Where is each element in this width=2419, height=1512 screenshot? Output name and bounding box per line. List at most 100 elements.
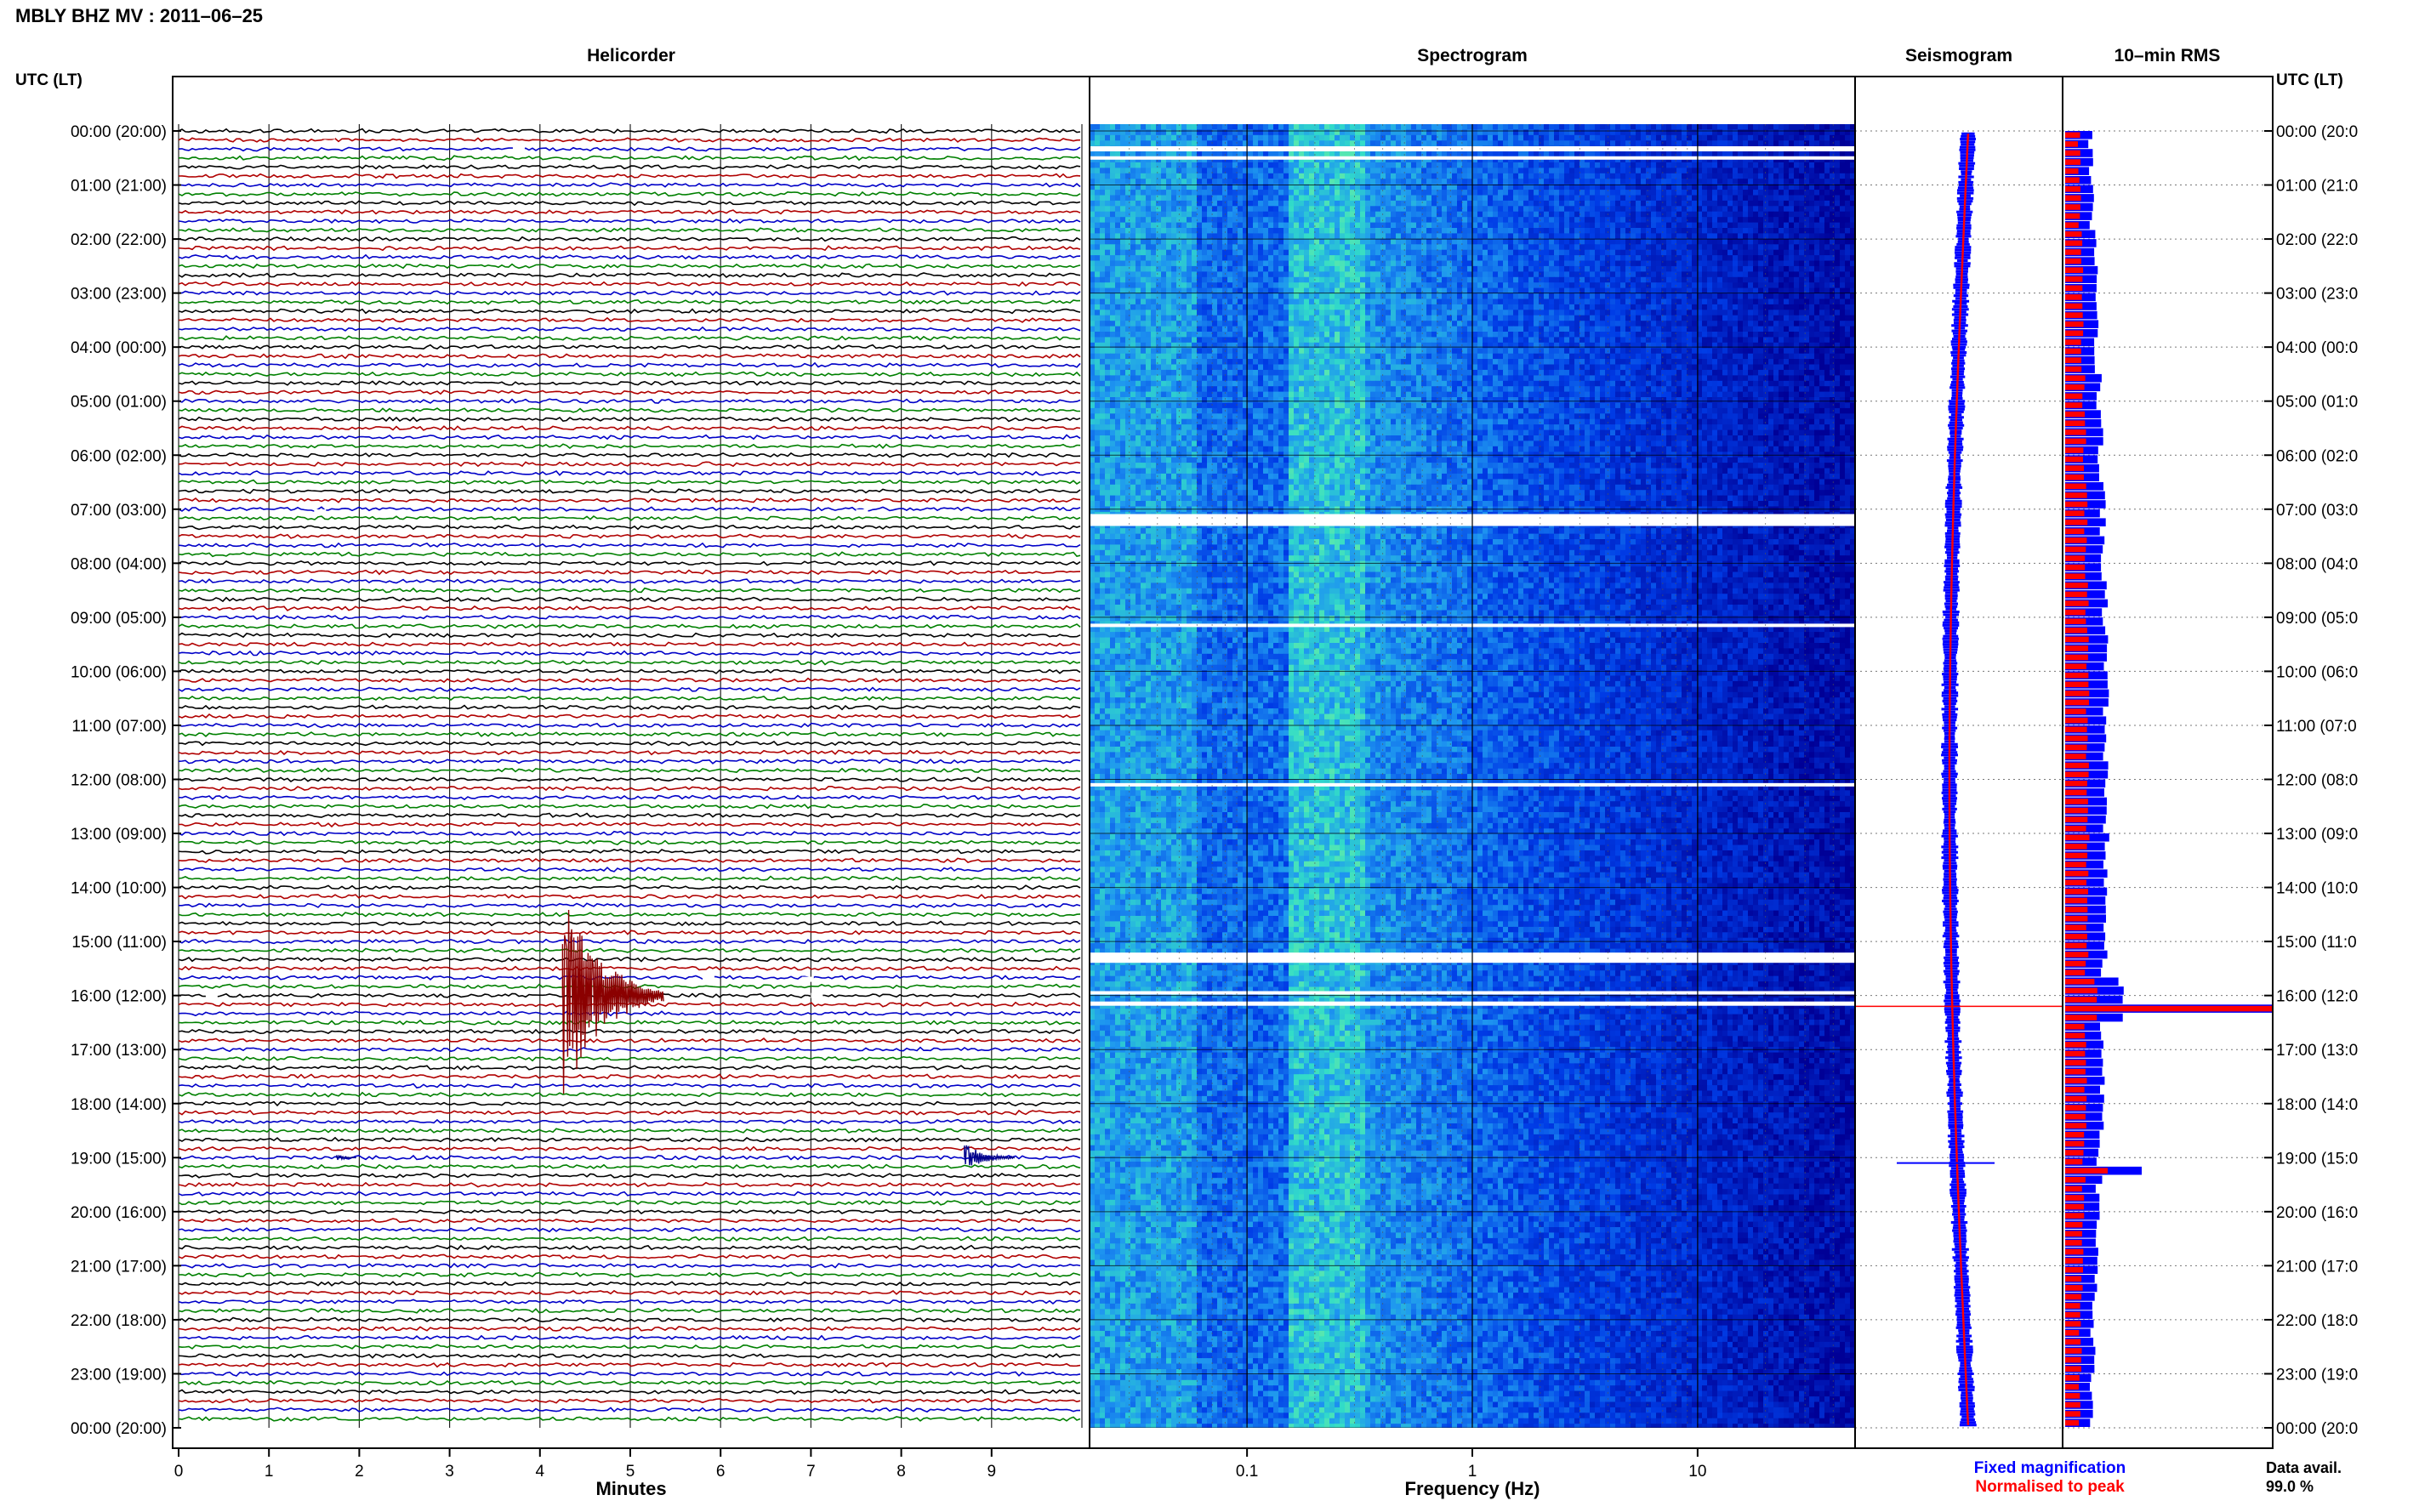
helicorder-trace bbox=[179, 1336, 1080, 1340]
helicorder-trace bbox=[179, 1291, 1080, 1295]
rms-bar-normalised bbox=[2065, 1366, 2081, 1372]
rms-bar-normalised bbox=[2065, 1240, 2082, 1246]
hour-label-right: 18:00 (14:0 bbox=[2276, 1096, 2358, 1114]
helicorder-trace bbox=[179, 724, 1080, 728]
rms-bar-normalised bbox=[2065, 871, 2088, 877]
helicorder-trace bbox=[179, 1399, 1080, 1403]
rms-bar-normalised bbox=[2065, 618, 2086, 624]
helicorder-trace bbox=[179, 1254, 1080, 1259]
rms-bar-normalised bbox=[2065, 1375, 2080, 1381]
rms-bar-normalised bbox=[2065, 429, 2086, 435]
hour-label-right: 01:00 (21:0 bbox=[2276, 178, 2358, 196]
freq-tick-label: 0.1 bbox=[1236, 1463, 1258, 1481]
helicorder-trace bbox=[179, 138, 1080, 142]
rms-bar-normalised bbox=[2065, 547, 2086, 553]
helicorder-trace bbox=[179, 912, 1080, 917]
helicorder-trace bbox=[179, 877, 1080, 881]
helicorder-trace bbox=[179, 688, 1080, 692]
rms-bar-normalised bbox=[2065, 1033, 2085, 1039]
hour-label-right: 07:00 (03:0 bbox=[2276, 502, 2358, 520]
rms-bar-normalised bbox=[2065, 1321, 2080, 1327]
hour-label-left: 11:00 (07:00) bbox=[71, 718, 167, 736]
rms-bar-normalised bbox=[2065, 565, 2085, 571]
rms-bar-normalised bbox=[2065, 213, 2080, 219]
rms-bar-normalised bbox=[2065, 1168, 2108, 1174]
rms-bar-normalised bbox=[2065, 1114, 2086, 1120]
helicorder-trace bbox=[179, 543, 1080, 548]
utc-label-left: UTC (LT) bbox=[15, 71, 83, 89]
helicorder-trace bbox=[179, 310, 1080, 314]
rms-bar-normalised bbox=[2065, 484, 2086, 490]
hour-label-right: 06:00 (02:0 bbox=[2276, 447, 2358, 465]
helicorder-trace bbox=[179, 1075, 1080, 1079]
utc-label-right: UTC (LT) bbox=[2276, 71, 2343, 89]
rms-bar-normalised bbox=[2065, 610, 2086, 616]
helicorder-trace bbox=[179, 1219, 1080, 1223]
chart-title: MBLY BHZ MV : 2011–06–25 bbox=[15, 5, 263, 26]
hour-label-right: 00:00 (20:0 bbox=[2276, 1420, 2358, 1438]
rms-bar-normalised bbox=[2065, 555, 2085, 561]
rms-bar-normalised bbox=[2065, 1222, 2082, 1228]
helicorder-trace bbox=[179, 1101, 1080, 1106]
rms-bar-normalised bbox=[2065, 447, 2083, 453]
rms-bar-normalised bbox=[2065, 312, 2083, 318]
helicorder-trace bbox=[179, 453, 1080, 458]
helicorder-trace bbox=[179, 390, 1080, 395]
helicorder-trace bbox=[179, 742, 1080, 746]
hour-labels-left: 00:00 (20:00)01:00 (21:00)02:00 (22:00)0… bbox=[71, 123, 181, 1438]
rms-bar-normalised bbox=[2065, 1384, 2079, 1390]
helicorder-trace bbox=[179, 516, 1080, 520]
rms-bar-normalised bbox=[2065, 1393, 2080, 1399]
helicorder-trace bbox=[179, 1282, 1080, 1286]
hour-label-left: 15:00 (11:00) bbox=[71, 934, 167, 952]
helicorder-trace bbox=[179, 579, 1080, 583]
rms-bar-normalised bbox=[2065, 520, 2087, 526]
hour-label-left: 04:00 (00:00) bbox=[71, 339, 167, 357]
seismogram-panel bbox=[1855, 131, 2063, 1428]
rms-bar-normalised bbox=[2065, 816, 2087, 822]
helicorder-trace bbox=[179, 354, 1080, 358]
rms-panel bbox=[2063, 131, 2274, 1428]
rms-bar-normalised bbox=[2065, 465, 2084, 471]
rms-bar-normalised bbox=[2065, 1087, 2085, 1093]
rms-bar-normalised bbox=[2065, 1357, 2081, 1363]
hour-label-left: 16:00 (12:00) bbox=[71, 988, 167, 1006]
helicorder-trace bbox=[179, 1228, 1080, 1232]
rms-bar-normalised bbox=[2065, 826, 2086, 832]
seismogram-title: Seismogram bbox=[1905, 46, 2012, 65]
rms-bar-normalised bbox=[2065, 907, 2087, 912]
hour-label-right: 16:00 (12:0 bbox=[2276, 988, 2358, 1006]
helicorder-trace bbox=[179, 363, 1080, 367]
helicorder-trace bbox=[179, 885, 1080, 890]
helicorder-trace bbox=[179, 219, 1080, 224]
rms-bar-normalised bbox=[2065, 898, 2087, 904]
rms-bar-normalised bbox=[2065, 1402, 2080, 1408]
rms-bar-normalised bbox=[2065, 1330, 2079, 1336]
hour-label-left: 19:00 (15:00) bbox=[71, 1150, 167, 1168]
helicorder-trace bbox=[179, 336, 1080, 340]
rms-bar-normalised bbox=[2065, 241, 2082, 247]
helicorder-trace bbox=[179, 661, 1080, 665]
helicorder-trace bbox=[179, 1156, 1080, 1160]
rms-bar-normalised bbox=[2065, 1195, 2084, 1201]
hour-labels-right: 00:00 (20:001:00 (21:002:00 (22:003:00 (… bbox=[2264, 123, 2358, 1438]
helicorder-trace bbox=[179, 571, 1080, 575]
hour-label-left: 18:00 (14:00) bbox=[71, 1096, 167, 1114]
helicorder-trace bbox=[179, 418, 1080, 422]
helicorder-trace bbox=[179, 1372, 1080, 1376]
helicorder-trace bbox=[179, 165, 1080, 169]
rms-bar-normalised bbox=[2065, 1348, 2082, 1354]
helicorder-trace bbox=[179, 768, 1080, 772]
rms-bar-normalised bbox=[2065, 186, 2080, 192]
spectrogram-panel bbox=[1090, 77, 1856, 1448]
hour-label-left: 07:00 (03:00) bbox=[71, 502, 167, 520]
minute-tick-label: 1 bbox=[265, 1463, 274, 1481]
helicorder-trace bbox=[179, 507, 1080, 511]
rms-bar-normalised bbox=[2065, 1042, 2086, 1048]
rms-bar-normalised bbox=[2065, 573, 2086, 579]
hour-label-right: 17:00 (13:0 bbox=[2276, 1042, 2358, 1060]
helicorder-trace bbox=[179, 183, 1080, 187]
helicorder-trace bbox=[179, 1048, 1080, 1052]
rms-bar-normalised bbox=[2065, 1051, 2085, 1057]
helicorder-trace bbox=[179, 534, 1080, 538]
